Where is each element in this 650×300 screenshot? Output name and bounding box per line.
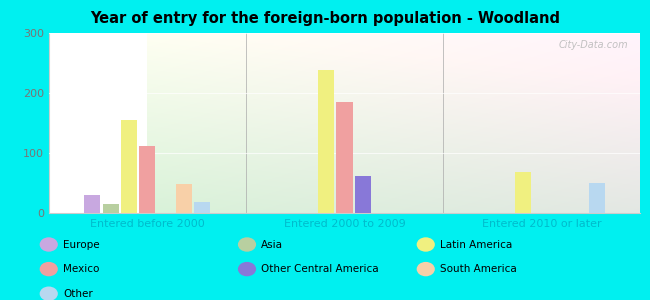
Text: City-Data.com: City-Data.com (559, 40, 629, 50)
Bar (103, 204, 119, 213)
Text: South America: South America (440, 264, 517, 274)
Text: Mexico: Mexico (63, 264, 99, 274)
Bar (84, 195, 101, 213)
Bar (176, 184, 192, 213)
Text: Asia: Asia (261, 239, 283, 250)
Bar (318, 70, 334, 213)
Text: Europe: Europe (63, 239, 99, 250)
Bar (355, 176, 371, 213)
Text: Latin America: Latin America (440, 239, 512, 250)
Text: Other Central America: Other Central America (261, 264, 379, 274)
Bar (194, 202, 211, 213)
Bar (121, 120, 137, 213)
Bar (139, 146, 155, 213)
Bar (337, 102, 352, 213)
Bar (515, 172, 532, 213)
Bar (588, 183, 604, 213)
Text: Other: Other (63, 289, 93, 299)
Text: Year of entry for the foreign-born population - Woodland: Year of entry for the foreign-born popul… (90, 11, 560, 26)
